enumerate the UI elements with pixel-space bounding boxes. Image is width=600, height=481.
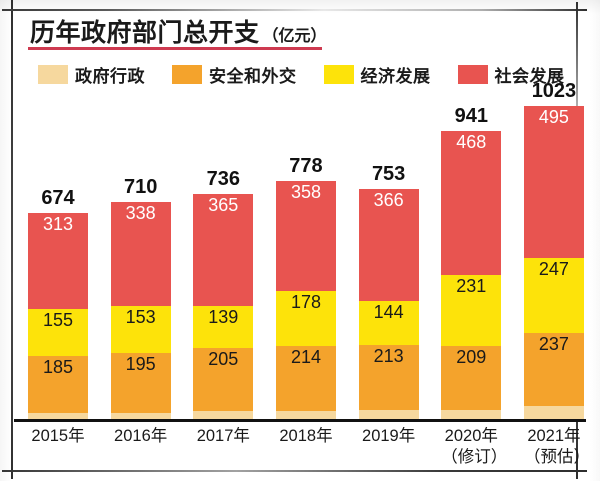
segment-social-dev: 366	[358, 188, 419, 301]
x-tick-label: 2020年 （修订）	[441, 427, 508, 466]
segment-value: 139	[208, 306, 239, 327]
bar-2021年预估: 102345237247495	[523, 80, 584, 420]
x-tick-label: 2016年	[114, 427, 168, 445]
frame-border-left	[11, 0, 13, 479]
segment-govt-admin	[110, 412, 171, 420]
legend: 政府行政 安全和外交 经济发展 社会发展	[38, 62, 565, 87]
legend-item-security-foreign: 安全和外交	[172, 62, 297, 87]
frame-border-bottom	[2, 470, 587, 472]
segment-value: 366	[373, 189, 404, 210]
legend-item-social-dev: 社会发展	[457, 62, 565, 87]
title-underline	[28, 47, 322, 50]
segment-govt-admin	[28, 413, 88, 420]
segment-govt-admin	[441, 409, 502, 420]
bar-total-value: 674	[41, 187, 75, 210]
segment-economic-dev: 155	[28, 308, 88, 357]
segment-value: 178	[290, 292, 321, 313]
bars: 6742218515531371024195153338736282051393…	[28, 80, 584, 420]
segment-value: 213	[373, 346, 404, 367]
segment-value: 468	[456, 132, 487, 153]
segment-economic-dev: 144	[358, 300, 419, 346]
segment-value: 209	[456, 346, 487, 367]
legend-swatch-govt-admin	[38, 65, 68, 84]
segment-social-dev: 365	[193, 193, 254, 306]
x-tick-label: 2017年	[196, 427, 250, 445]
segment-social-dev: 468	[441, 131, 502, 275]
x-tick-label: 2021年 （预估）	[523, 427, 590, 466]
segment-value: 495	[538, 106, 569, 127]
segment-economic-dev: 178	[275, 291, 336, 346]
bar-total-value: 778	[289, 155, 323, 178]
bar-total-value: 753	[371, 162, 406, 185]
segment-value: 313	[42, 214, 74, 235]
segment-security-foreign: 185	[28, 356, 88, 414]
segment-security-foreign: 195	[110, 352, 171, 413]
x-tick-label: 2015年	[31, 427, 85, 445]
bar-total-value: 736	[206, 167, 240, 190]
segment-value: 358	[290, 182, 321, 203]
segment-economic-dev: 139	[193, 305, 254, 349]
x-tick-label: 2018年	[279, 427, 333, 445]
bar-2018年: 77828214178358	[275, 90, 336, 420]
segment-value: 185	[42, 357, 74, 378]
segment-value: 214	[290, 346, 321, 367]
segment-value: 247	[538, 258, 569, 279]
legend-swatch-economic-dev	[323, 65, 354, 84]
bar-2016年: 71024195153338	[110, 90, 171, 420]
segment-social-dev: 495	[523, 105, 584, 258]
segment-value: 365	[208, 194, 239, 215]
legend-label: 社会发展	[494, 67, 565, 86]
segment-social-dev: 358	[275, 181, 336, 292]
chart-area: 6742218515531371024195153338736282051393…	[28, 80, 584, 420]
legend-item-economic-dev: 经济发展	[323, 62, 431, 87]
segment-economic-dev: 247	[523, 257, 584, 334]
chart-title: 历年政府部门总开支	[30, 19, 260, 47]
chart-title-unit: （亿元）	[262, 28, 327, 45]
bar-2019年: 75331213144366	[358, 90, 419, 420]
legend-swatch-security-foreign	[172, 65, 202, 84]
bar-2017年: 73628205139365	[193, 90, 254, 420]
bar-2020年修订: 94133209231468	[441, 90, 502, 420]
segment-economic-dev: 231	[441, 274, 502, 346]
segment-security-foreign: 213	[358, 345, 419, 411]
segment-social-dev: 338	[110, 201, 171, 306]
legend-label: 政府行政	[75, 67, 145, 86]
legend-item-govt-admin: 政府行政	[38, 62, 145, 87]
frame-border-top	[2, 9, 587, 11]
segment-economic-dev: 153	[110, 305, 171, 353]
segment-value: 153	[125, 306, 156, 327]
segment-value: 205	[208, 349, 239, 370]
legend-swatch-social-dev	[457, 65, 488, 84]
legend-label: 安全和外交	[209, 67, 297, 86]
segment-security-foreign: 209	[441, 345, 502, 410]
segment-govt-admin	[193, 411, 254, 420]
bar-total-value: 941	[454, 105, 488, 128]
legend-label: 经济发展	[360, 67, 431, 86]
segment-value: 338	[125, 202, 156, 223]
segment-govt-admin	[358, 410, 419, 420]
segment-value: 231	[456, 275, 487, 296]
bar-total-value: 1023	[531, 79, 577, 102]
segment-value: 144	[373, 301, 404, 322]
x-axis-line	[14, 419, 586, 422]
segment-govt-admin	[275, 411, 336, 420]
segment-security-foreign: 214	[275, 345, 336, 412]
chart-title-row: 历年政府部门总开支 （亿元）	[30, 13, 327, 49]
bar-total-value: 710	[123, 175, 158, 198]
segment-security-foreign: 237	[523, 333, 584, 407]
segment-value: 155	[42, 309, 74, 330]
segment-security-foreign: 205	[193, 348, 254, 412]
x-axis-labels: 2015年 2016年 2017年 2018年 2019年 2020年 （修订） 2021年（…	[28, 426, 590, 468]
segment-value: 237	[538, 334, 569, 355]
segment-social-dev: 313	[28, 213, 88, 309]
segment-value: 195	[125, 353, 156, 374]
segment-govt-admin	[523, 406, 584, 420]
bar-2015年: 67422185155313	[28, 90, 88, 420]
x-tick-label: 2019年	[362, 427, 416, 445]
